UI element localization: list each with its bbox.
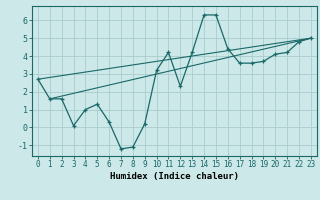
X-axis label: Humidex (Indice chaleur): Humidex (Indice chaleur) — [110, 172, 239, 181]
